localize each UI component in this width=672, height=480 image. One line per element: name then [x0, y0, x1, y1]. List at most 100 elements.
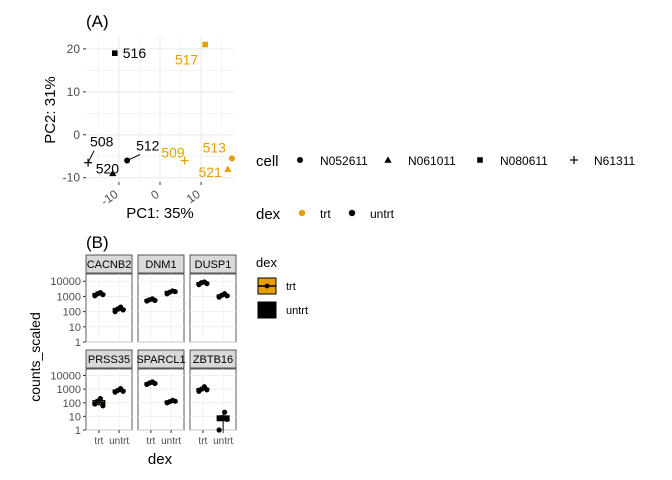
box-y-tick-label: 1000 [57, 384, 81, 396]
label-connector [87, 150, 95, 163]
pca-y-axis-title: PC2: 31% [42, 76, 59, 144]
box-point [97, 396, 103, 402]
legend-dex-box-title: dex [256, 255, 277, 270]
facet-plot-area [137, 368, 185, 431]
legend-cell-key [297, 157, 303, 163]
legend-box-point [264, 283, 270, 289]
box-point [172, 288, 178, 295]
facet-strip-label: DUSP1 [195, 259, 232, 271]
pca-point [228, 155, 235, 162]
x-tick-label: 10 [184, 187, 203, 206]
pca-point-label: 508 [90, 134, 114, 150]
facet-strip [85, 349, 133, 369]
pca-x-axis-title: PC1: 35% [126, 205, 194, 222]
legend-cell-title: cell [256, 153, 279, 170]
facet-strip-label: CACNB2 [87, 259, 132, 271]
facet-strip-label: SPARCL1 [136, 354, 185, 366]
pca-point [202, 41, 209, 48]
facet-cacnb2: CACNB2 1 10 100 1000 10000 [50, 254, 133, 349]
legend-dex-box: dex trt untrt [256, 255, 308, 319]
legend-cell-key [570, 156, 578, 164]
facet-strip-label: PRSS35 [88, 354, 130, 366]
pca-points: 516 517 508 520 512 509 513 521 [84, 41, 235, 180]
box-x-tick-label: untrt [109, 436, 129, 447]
facet-dnm1: DNM1 [137, 254, 185, 343]
facet-strip [137, 349, 185, 369]
facet-plot-area [85, 368, 133, 431]
facet-dusp1: DUSP1 [189, 254, 237, 343]
box-x-tick-label: untrt [213, 436, 233, 447]
box-point [222, 409, 228, 415]
box-point [120, 388, 126, 394]
x-tick-label: -10 [98, 187, 121, 209]
y-tick-label: 20 [67, 42, 81, 56]
facet-strip [189, 349, 237, 369]
box-point [216, 427, 222, 433]
box-y-tick-label: 10 [69, 411, 81, 423]
legend-cell-key [477, 157, 483, 163]
box-point [120, 307, 126, 313]
pca-point-label: 521 [198, 164, 222, 180]
box-point [100, 403, 106, 409]
legend-box-entry: untrt [286, 305, 308, 317]
pca-point [180, 156, 189, 165]
y-tick-label: -10 [63, 171, 81, 185]
box-x-tick-label: trt [198, 436, 207, 447]
facet-zbtb16: ZBTB16 trt untrt [189, 349, 237, 447]
legend-dex-entry: trt [320, 207, 331, 221]
boxplot-y-axis-title: counts_scaled [27, 312, 43, 402]
box-point [152, 380, 158, 387]
box-y-tick-label: 1000 [57, 291, 81, 303]
box-y-tick-label: 10000 [50, 276, 81, 288]
pca-grid [86, 36, 234, 182]
pca-point-label: 520 [96, 160, 120, 176]
box-point [224, 416, 230, 422]
pca-point [224, 165, 232, 172]
panel-a-label: (A) [86, 12, 109, 31]
legend-cell-entry: N052611 [320, 154, 368, 168]
box-y-tick-label: 10 [69, 322, 81, 334]
legend-dex-entry: untrt [370, 207, 395, 221]
box-point [172, 398, 178, 404]
box-y-tick-label: 10000 [50, 371, 81, 383]
pca-point-label: 517 [175, 52, 199, 68]
facet-plot-area [137, 273, 185, 343]
box-x-tick-label: trt [146, 436, 155, 447]
pca-point-label: 513 [203, 139, 227, 155]
box-y-tick-label: 1 [75, 337, 81, 349]
pca-y-ticks: -10 0 10 20 [63, 42, 86, 185]
pca-point [84, 158, 93, 167]
facet-strip-label: ZBTB16 [193, 354, 233, 366]
legend-cell-key [384, 156, 392, 163]
pca-point-label: 516 [123, 45, 147, 61]
panel-b-label: (B) [86, 233, 109, 252]
pca-point [111, 50, 118, 56]
box-point [204, 280, 210, 287]
legend-dex-key [348, 209, 356, 217]
box-y-tick-label: 100 [63, 307, 81, 319]
legend-dex-key [298, 209, 306, 217]
legend-cell-entry: N061011 [408, 154, 456, 168]
pca-point [109, 169, 117, 177]
box-point [204, 387, 210, 393]
box-point [152, 297, 158, 303]
facet-strip-label: DNM1 [145, 259, 176, 271]
y-tick-label: 10 [67, 85, 81, 99]
y-tick-label: 0 [73, 128, 80, 142]
boxplot-x-axis-title: dex [148, 451, 173, 468]
box-point [100, 292, 106, 298]
box-x-tick-label: trt [94, 436, 103, 447]
facet-strip [189, 254, 237, 274]
box-y-tick-label: 100 [63, 398, 81, 410]
box-y-tick-label: 1 [75, 425, 81, 437]
facet-strip [85, 254, 133, 274]
pca-point-label: 512 [136, 138, 160, 154]
x-tick-label: 0 [148, 187, 162, 202]
pca-point-label: 509 [161, 145, 185, 161]
box-point [224, 293, 230, 299]
legend-cell-entry: N61311 [594, 154, 635, 168]
